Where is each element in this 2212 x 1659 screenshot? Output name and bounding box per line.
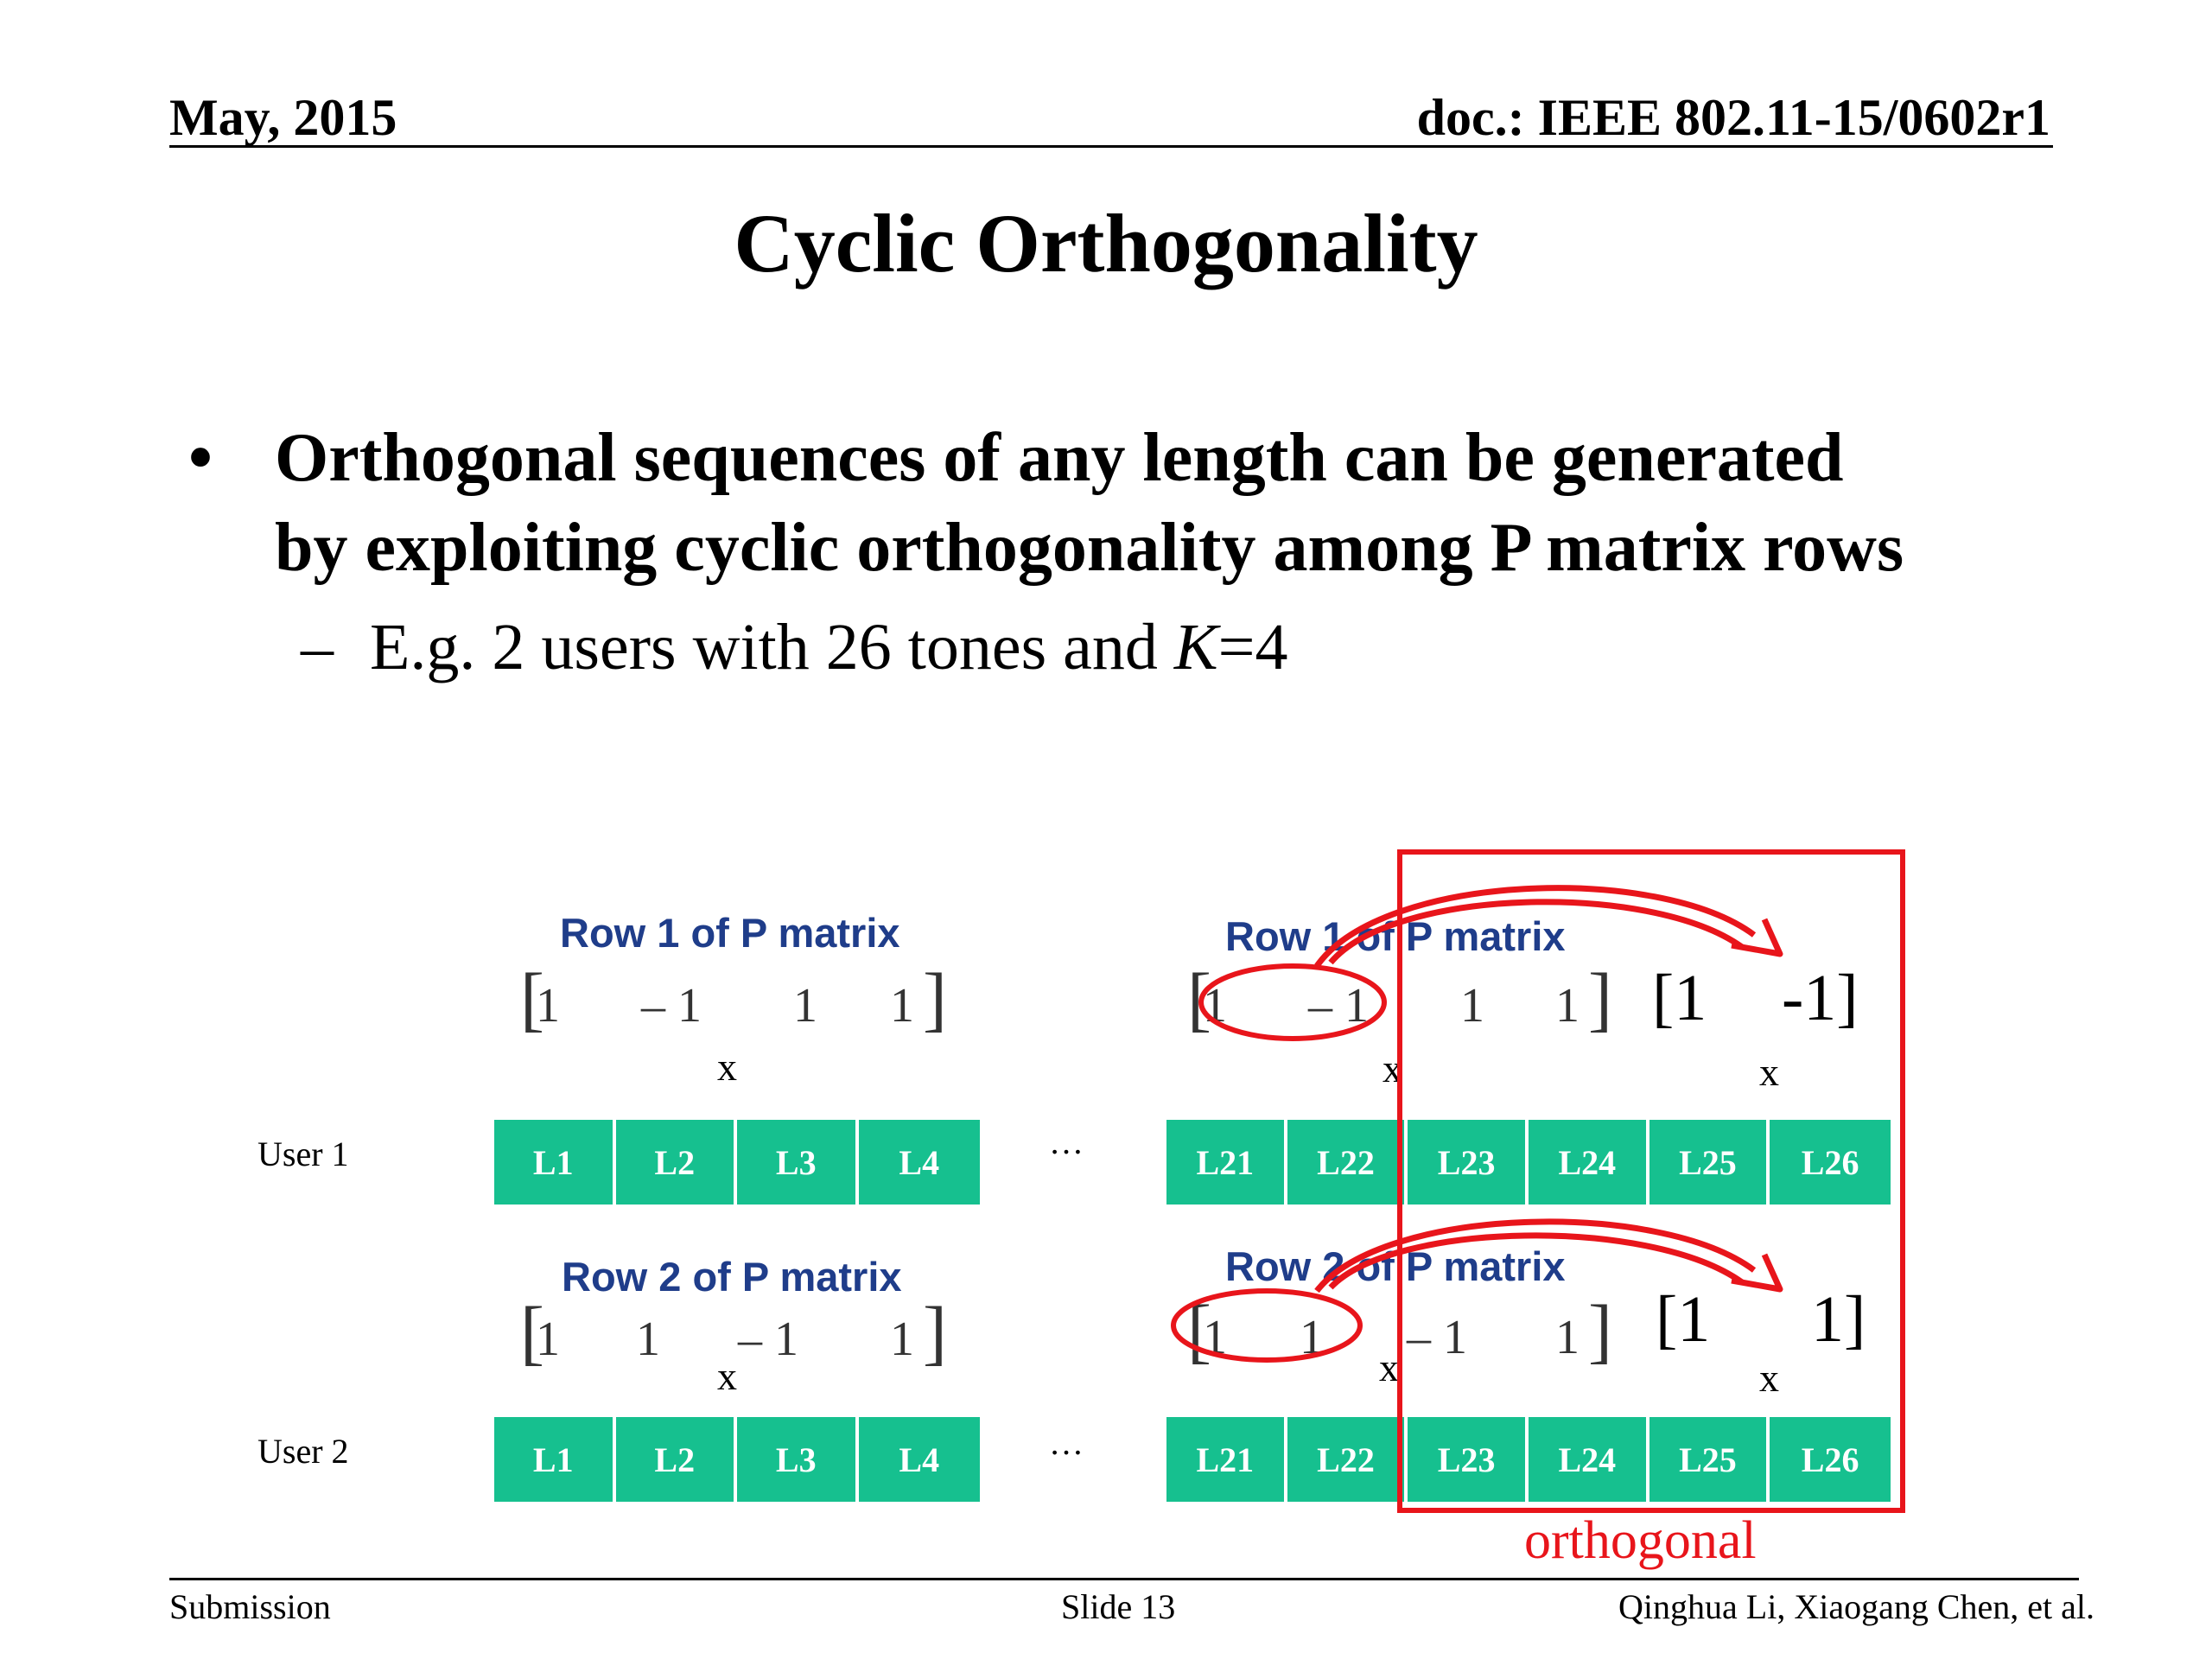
row1-left-v1: 1: [536, 979, 560, 1033]
sub-bullet-prefix: E.g. 2 users with 26 tones and: [370, 611, 1174, 683]
row2-left-open-bracket: [: [520, 1293, 544, 1373]
slide-title: Cyclic Orthogonality: [734, 197, 1478, 289]
bullet-line-2: by exploiting cyclic orthogonality among…: [275, 510, 1904, 586]
footer-rule: [169, 1578, 2079, 1580]
row1-left-v4: 1: [890, 979, 914, 1033]
tone-cell: L23: [1408, 1120, 1529, 1205]
row2-cycle-arrow: [1314, 1218, 1783, 1294]
footer-slide-number: Slide 13: [1061, 1587, 1176, 1626]
user1-label: User 1: [257, 1135, 349, 1173]
tone-cell: L4: [858, 1417, 980, 1502]
header-rule: [169, 145, 2053, 148]
wrap2-open: [1: [1656, 1283, 1711, 1356]
bullet-symbol: •: [188, 420, 213, 496]
tone-cell: L4: [858, 1120, 980, 1205]
row1-right-close-bracket: ]: [1588, 959, 1612, 1039]
row1-right-v3: 1: [1460, 979, 1484, 1033]
user1-ellipsis: …: [1049, 1122, 1084, 1161]
user2-right-cells: L21 L22 L23 L24 L25 L26: [1166, 1417, 1891, 1502]
wrap1-multiply: x: [1759, 1050, 1779, 1094]
row1-left-v3: 1: [793, 979, 817, 1033]
tone-cell: L25: [1649, 1417, 1770, 1502]
wrap2-close: 1]: [1811, 1283, 1866, 1356]
row1-left-multiply: x: [717, 1045, 737, 1089]
header-date: May, 2015: [169, 89, 397, 146]
sub-bullet-suffix: =4: [1217, 611, 1288, 683]
row2-left-close-bracket: ]: [923, 1293, 947, 1373]
footer-submission: Submission: [169, 1587, 331, 1626]
row2-left-v2: 1: [636, 1313, 660, 1366]
tone-cell: L26: [1770, 1120, 1891, 1205]
sub-bullet-text: E.g. 2 users with 26 tones and K=4: [370, 610, 1287, 685]
row2-left-v4: 1: [890, 1313, 914, 1366]
user1-right-cells: L21 L22 L23 L24 L25 L26: [1166, 1120, 1891, 1205]
tone-cell: L25: [1649, 1120, 1770, 1205]
tone-cell: L22: [1287, 1417, 1408, 1502]
row1-cycle-arrow: [1314, 885, 1783, 969]
row2-right-close-bracket: ]: [1588, 1291, 1612, 1371]
footer-authors: Qinghua Li, Xiaogang Chen, et al.: [1618, 1587, 2094, 1626]
row2-cycle-ellipse: [1171, 1288, 1363, 1363]
user2-ellipsis: …: [1049, 1423, 1084, 1462]
row2-left-v1: 1: [536, 1313, 560, 1366]
sub-bullet-dash: –: [301, 611, 334, 683]
tone-cell: L1: [494, 1120, 616, 1205]
tone-cell: L24: [1528, 1417, 1649, 1502]
tone-cell: L23: [1408, 1417, 1529, 1502]
tone-cell: L3: [737, 1120, 859, 1205]
orthogonal-box: [1397, 849, 1905, 1513]
row2-left-v3: – 1: [738, 1313, 798, 1366]
header-doc-id: doc.: IEEE 802.11-15/0602r1: [1416, 89, 2050, 146]
user2-left-cells: L1 L2 L3 L4: [494, 1417, 980, 1502]
row1-left-v2: – 1: [641, 979, 702, 1033]
wrap1-open: [1: [1652, 962, 1707, 1034]
wrap1-close: -1]: [1782, 962, 1859, 1034]
tone-cell: L24: [1528, 1120, 1649, 1205]
row2-right-v4: 1: [1555, 1311, 1580, 1364]
row1-left-close-bracket: ]: [923, 959, 947, 1039]
tone-cell: L2: [615, 1417, 737, 1502]
tone-cell: L21: [1166, 1417, 1287, 1502]
bullet-line-1: Orthogonal sequences of any length can b…: [275, 420, 1844, 496]
row1-left-open-bracket: [: [520, 959, 544, 1039]
tone-cell: L22: [1287, 1120, 1408, 1205]
row1-cycle-ellipse: [1198, 963, 1387, 1041]
row1-right-v4: 1: [1555, 979, 1580, 1033]
tone-cell: L1: [494, 1417, 616, 1502]
tone-cell: L3: [737, 1417, 859, 1502]
orthogonal-label: orthogonal: [1524, 1511, 1757, 1570]
tone-cell: L26: [1770, 1417, 1891, 1502]
row2-label-left: Row 2 of P matrix: [562, 1254, 902, 1300]
user2-label: User 2: [257, 1432, 349, 1471]
row2-right-v3: – 1: [1407, 1311, 1467, 1364]
row2-right-multiply: x: [1379, 1345, 1399, 1389]
sub-bullet-k: K: [1173, 611, 1218, 683]
tone-cell: L2: [615, 1120, 737, 1205]
wrap2-multiply: x: [1759, 1356, 1779, 1400]
tone-cell: L21: [1166, 1120, 1287, 1205]
row1-right-v2: – 1: [1308, 979, 1369, 1033]
row1-label-left: Row 1 of P matrix: [560, 910, 900, 956]
row2-left-multiply: x: [717, 1354, 737, 1398]
user1-left-cells: L1 L2 L3 L4: [494, 1120, 980, 1205]
